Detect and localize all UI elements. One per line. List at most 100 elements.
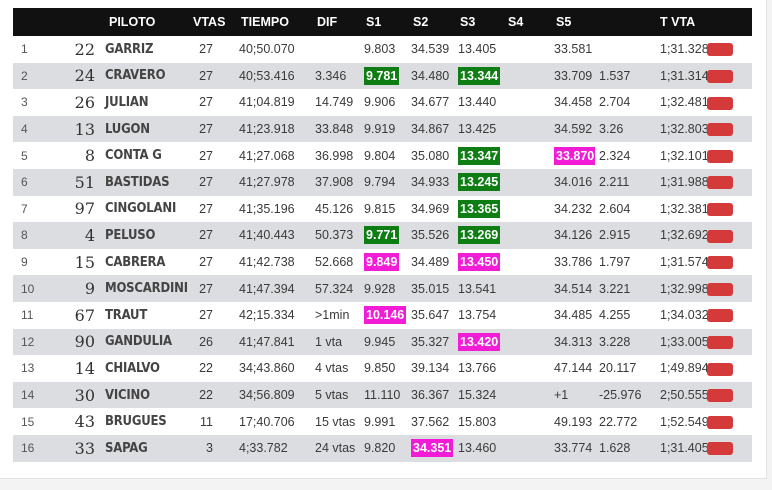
cell-driver-name: BASTIDAS <box>105 174 170 190</box>
best-sector-badge: 13.245 <box>458 173 501 192</box>
table-row: 11 67 TRAUT 27 42;15.334 >1min 10.146 35.647 13.… <box>13 301 752 329</box>
cell-action <box>707 89 752 116</box>
driver-detail-button[interactable] <box>707 335 733 349</box>
cell-s2: 35.647 <box>411 308 450 323</box>
cell-s5: 33.709 <box>554 68 593 83</box>
cell-s3: 13.269 <box>454 222 502 249</box>
results-panel: PILOTO VTAS TIEMPO DIF S1 S2 S3 S4 S5 T VTA 1 22 GA… <box>0 0 767 479</box>
cell-s1: 9.945 <box>364 334 396 349</box>
cell-position: 4 <box>21 122 28 137</box>
driver-detail-button[interactable] <box>707 415 733 429</box>
cell-driver-name: TRAUT <box>105 307 148 323</box>
driver-detail-button[interactable] <box>707 96 733 110</box>
cell-s4 <box>502 89 550 116</box>
cell-action <box>707 196 752 223</box>
cell-gap: 2.704 <box>599 95 631 110</box>
cell-s1: 9.781 <box>360 63 407 90</box>
driver-detail-button[interactable] <box>707 123 733 137</box>
table-row: 10 9 MOSCARDINI 27 41;47.394 57.324 9.928 35.01… <box>13 275 752 302</box>
cell-best-lap: 1;31.314 <box>660 68 707 83</box>
cell-s5: 33.581 <box>554 42 593 57</box>
cell-s4 <box>502 355 550 382</box>
cell-difference: 4 vtas <box>315 361 349 376</box>
cell-s3: 13.541 <box>458 281 497 296</box>
cell-driver-name: GARRIZ <box>105 41 154 57</box>
cell-s5: 34.126 <box>554 228 593 243</box>
cell-laps: 27 <box>199 175 213 190</box>
cell-driver-name: SAPAG <box>105 440 148 456</box>
driver-detail-button[interactable] <box>707 149 733 163</box>
cell-s3: 13.420 <box>454 329 502 356</box>
table-row: 15 43 BRUGUES 11 17;40.706 15 vtas 9.991 37.562… <box>13 408 752 435</box>
cell-gap: 20.117 <box>599 361 637 376</box>
cell-total-time: 41;47.841 <box>239 334 295 349</box>
cell-s1: 9.804 <box>364 148 396 163</box>
driver-detail-button[interactable] <box>707 43 733 57</box>
cell-difference: 57.324 <box>315 281 354 296</box>
cell-s1: 9.815 <box>364 201 396 216</box>
cell-best-lap: 1;31.988 <box>660 175 707 190</box>
cell-car-number: 9 <box>84 279 95 299</box>
cell-s2: 37.562 <box>411 414 450 429</box>
cell-s2: 34.677 <box>411 95 450 110</box>
driver-detail-button[interactable] <box>707 442 733 456</box>
cell-gap: 2.604 <box>599 201 631 216</box>
cell-total-time: 41;42.738 <box>239 255 295 270</box>
driver-detail-button[interactable] <box>707 256 733 270</box>
cell-car-number: 24 <box>74 66 95 86</box>
cell-car-number: 15 <box>74 252 95 272</box>
cell-laps: 27 <box>199 228 213 243</box>
cell-gap: 2.324 <box>599 148 631 163</box>
cell-s2: 35.327 <box>411 334 450 349</box>
table-row: 4 13 LUGON 27 41;23.918 33.848 9.919 34.867 13.4… <box>13 115 752 143</box>
cell-best-lap: 1;32.481 <box>660 95 707 110</box>
cell-difference: 36.998 <box>315 148 354 163</box>
cell-s2: 34.867 <box>411 122 450 137</box>
driver-detail-button[interactable] <box>707 389 733 403</box>
cell-best-lap: 1;32.998 <box>660 281 707 296</box>
cell-position: 1 <box>21 42 28 57</box>
driver-detail-button[interactable] <box>707 282 733 296</box>
cell-car-number: 8 <box>84 146 95 166</box>
cell-best-lap: 1;32.803 <box>660 122 707 137</box>
col-header-pos <box>13 8 59 36</box>
cell-s3: 13.766 <box>458 361 497 376</box>
cell-s1: 9.820 <box>364 441 396 456</box>
driver-detail-button[interactable] <box>707 176 733 190</box>
personal-best-badge: 33.870 <box>554 146 595 165</box>
cell-s3: 13.347 <box>454 142 502 169</box>
cell-difference: 50.373 <box>315 228 354 243</box>
cell-s2: 34.489 <box>411 255 450 270</box>
table-row: 1 22 GARRIZ 27 40;50.070 9.803 34.539 13.405 33.… <box>13 36 752 63</box>
col-header-s4: S4 <box>508 15 524 29</box>
cell-car-number: 13 <box>74 119 95 139</box>
cell-gap: 1.628 <box>599 441 631 456</box>
cell-s4 <box>502 382 550 409</box>
cell-s2: 35.080 <box>411 148 450 163</box>
cell-car-number: 90 <box>74 332 95 352</box>
cell-position: 8 <box>21 228 28 243</box>
driver-detail-button[interactable] <box>707 229 733 243</box>
cell-s5: 33.774 <box>554 441 593 456</box>
cell-total-time: 41;04.819 <box>239 95 295 110</box>
cell-laps: 3 <box>206 441 213 456</box>
cell-best-lap: 2;50.555 <box>660 388 707 403</box>
cell-position: 7 <box>21 201 28 216</box>
cell-total-time: 41;23.918 <box>239 122 295 137</box>
cell-s2: 39.134 <box>411 361 450 376</box>
cell-total-time: 41;40.443 <box>239 228 295 243</box>
driver-detail-button[interactable] <box>707 309 733 323</box>
cell-s4 <box>502 36 550 63</box>
cell-s1: 9.906 <box>364 95 396 110</box>
cell-s1: 10.146 <box>360 302 407 329</box>
cell-s1: 9.849 <box>360 249 407 276</box>
cell-s3: 13.754 <box>458 308 497 323</box>
driver-detail-button[interactable] <box>707 69 733 83</box>
driver-detail-button[interactable] <box>707 362 733 376</box>
cell-position: 9 <box>21 255 28 270</box>
cell-s1: 9.850 <box>364 361 396 376</box>
cell-driver-name: CABRERA <box>105 254 166 270</box>
col-header-s1: S1 <box>366 15 382 29</box>
driver-detail-button[interactable] <box>707 202 733 216</box>
personal-best-badge: 13.420 <box>458 332 501 351</box>
